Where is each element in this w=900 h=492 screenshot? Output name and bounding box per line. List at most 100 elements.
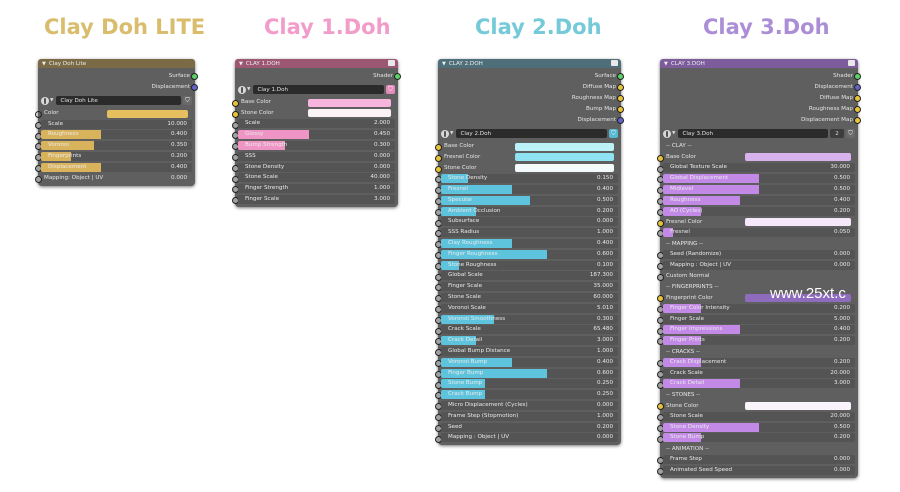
color-input-row[interactable]: Stone Color	[435, 163, 618, 174]
slider-input-row[interactable]: Midlevel 0.500	[657, 184, 855, 195]
slider-input-row[interactable]: Finger Color Intensity 0.200	[657, 303, 855, 314]
value-slider[interactable]: Roughness 0.400	[663, 195, 855, 205]
slider-input-row[interactable]: Roughness 0.400	[35, 130, 192, 141]
slider-input-row[interactable]: SSS 0.000	[232, 151, 395, 162]
value-slider[interactable]: Subsurface 0.000	[441, 217, 618, 227]
color-swatch[interactable]	[745, 218, 851, 227]
color-input-row[interactable]: Fresnel Color	[435, 152, 618, 163]
slider-input-row[interactable]: Voronoi Bump 0.400	[435, 357, 618, 368]
slider-input-row[interactable]: Mapping : Object | UV 0.000	[657, 260, 855, 271]
slider-input-row[interactable]: Crack Displacement 0.200	[657, 357, 855, 368]
value-slider[interactable]: Specular 0.500	[441, 195, 618, 205]
fake-user-shield-icon[interactable]: ⛉	[846, 129, 855, 138]
color-socket[interactable]	[657, 403, 664, 411]
value-slider[interactable]: Scale 10.000	[41, 119, 192, 129]
color-input-row[interactable]: Base Color	[657, 152, 855, 163]
input-socket[interactable]	[35, 175, 42, 183]
value-slider[interactable]: Global Texture Scale 30.000	[663, 163, 855, 173]
value-slider[interactable]: Stone Scale 40.000	[238, 173, 395, 183]
value-slider[interactable]: Midlevel 0.500	[663, 185, 855, 195]
slider-input-row[interactable]: Stone Bump 0.250	[435, 379, 618, 390]
slider-input-row[interactable]: Voronoi Scale 5.010	[435, 303, 618, 314]
value-slider[interactable]: Finger Strength 1.000	[238, 184, 395, 194]
output-socket-row[interactable]: Surface	[441, 70, 624, 81]
slider-input-row[interactable]: Finger Impressions 0.400	[657, 325, 855, 336]
value-slider[interactable]: Stone Scale 60.000	[441, 293, 618, 303]
color-socket[interactable]	[657, 154, 664, 162]
value-slider[interactable]: Stone Density 0.000	[238, 162, 395, 172]
value-slider[interactable]: Finger Roughness 0.600	[441, 249, 618, 259]
slider-input-row[interactable]: Global Scale 187.300	[435, 271, 618, 282]
slider-input-row[interactable]: Voronoi Smoothness 0.300	[435, 314, 618, 325]
slider-input-row[interactable]: Global Texture Scale 30.000	[657, 163, 855, 174]
slider-input-row[interactable]: Animated Seed Speed 0.000	[657, 465, 855, 476]
chevron-down-icon[interactable]: ▼	[50, 98, 54, 103]
slider-input-row[interactable]: Stone Density 0.150	[435, 173, 618, 184]
output-socket[interactable]	[191, 84, 198, 91]
color-input-row[interactable]: Base Color	[435, 141, 618, 152]
value-slider[interactable]: Crack Displacement 0.200	[663, 357, 855, 367]
output-socket[interactable]	[617, 84, 624, 91]
slider-input-row[interactable]: Roughness 0.400	[657, 195, 855, 206]
color-input-row[interactable]: Fresnel Color	[657, 217, 855, 228]
collapse-chevron-icon[interactable]: ▼	[664, 60, 668, 67]
color-socket[interactable]	[232, 100, 239, 107]
value-slider[interactable]: Crack Scale 20.000	[663, 368, 855, 378]
value-slider[interactable]: Fingerprints 0.200	[41, 152, 192, 162]
color-swatch[interactable]	[745, 293, 851, 302]
color-socket[interactable]	[232, 110, 239, 118]
collapse-chevron-icon[interactable]: ▼	[42, 60, 46, 67]
node-header[interactable]: ▼ CLAY 1.DOH	[235, 59, 398, 68]
value-slider[interactable]: Scale 2.000	[238, 119, 395, 129]
value-slider[interactable]: Stone Bump 0.250	[441, 379, 618, 389]
slider-input-row[interactable]: Global Bump Distance 1.000	[435, 346, 618, 357]
output-socket-row[interactable]: Displacement	[663, 81, 861, 92]
node-header[interactable]: ▼ CLAY 2.DOH	[438, 59, 621, 68]
slider-input-row[interactable]: Specular 0.500	[435, 195, 618, 206]
node-clay-2-doh[interactable]: ▼ CLAY 2.DOH Surface Diffuse Map Roughness…	[435, 59, 624, 446]
value-slider[interactable]: Mapping : Object | UV 0.000	[441, 433, 618, 443]
node-group-name-field[interactable]: Clay Doh Lite	[56, 96, 181, 105]
color-socket[interactable]	[657, 295, 664, 303]
color-swatch[interactable]	[515, 142, 614, 151]
chevron-down-icon[interactable]: ▼	[247, 87, 251, 92]
value-slider[interactable]: Global Bump Distance 1.000	[441, 347, 618, 357]
value-slider[interactable]: Frame Step 0.000	[663, 455, 855, 464]
slider-input-row[interactable]: Ambient Occlusion 0.200	[435, 206, 618, 217]
slider-input-row[interactable]: Crack Bump 0.250	[435, 389, 618, 400]
node-clay-1-doh[interactable]: ▼ CLAY 1.DOH Shader ▼ Clay 1.Doh ⛉ Base …	[232, 59, 401, 207]
color-swatch[interactable]	[308, 109, 391, 118]
node-group-selector[interactable]: ▼ Clay 3.Doh 2 ⛉	[663, 128, 855, 139]
value-slider[interactable]: Stone Bump 0.200	[663, 433, 855, 443]
value-slider[interactable]: AO (Cycles) 0.200	[663, 206, 855, 216]
value-slider[interactable]: Glossy 0.450	[238, 130, 395, 140]
value-slider[interactable]: Stone Density 0.150	[441, 174, 618, 184]
slider-input-row[interactable]: Crack Scale 65.480	[435, 325, 618, 336]
value-slider[interactable]: Finger Impressions 0.400	[663, 325, 855, 335]
output-socket-row[interactable]: Diffuse Map	[663, 92, 861, 103]
slider-input-row[interactable]: Crack Scale 20.000	[657, 368, 855, 379]
node-group-name-field[interactable]: Clay 2.Doh	[456, 129, 607, 138]
color-socket[interactable]	[435, 165, 442, 173]
value-slider[interactable]: Crack Bump 0.250	[441, 390, 618, 400]
output-socket-row[interactable]: Roughness Map	[441, 92, 624, 103]
slider-input-row[interactable]: Fingerprints 0.200	[35, 151, 192, 162]
value-slider[interactable]: Ambient Occlusion 0.200	[441, 206, 618, 216]
output-socket-row[interactable]: Shader	[238, 70, 401, 81]
value-slider[interactable]: Crack Scale 65.480	[441, 325, 618, 335]
value-slider[interactable]: Global Displacement 0.500	[663, 174, 855, 184]
value-slider[interactable]: Displacement 0.400	[41, 162, 192, 172]
color-input-row[interactable]: Fingerprint Color	[657, 292, 855, 303]
slider-input-row[interactable]: Finger Strength 1.000	[232, 183, 395, 194]
value-slider[interactable]: Voronoi Bump 0.400	[441, 357, 618, 367]
value-slider[interactable]: Frame Step (Stopmotion) 1.000	[441, 411, 618, 421]
output-socket-row[interactable]: Displacement	[441, 114, 624, 125]
value-slider[interactable]: Finger Scale 5.000	[663, 314, 855, 324]
node-clay-3-doh[interactable]: ▼ CLAY 3.DOH Shader Displacement Diffuse M…	[657, 59, 861, 478]
chevron-down-icon[interactable]: ▼	[672, 131, 676, 136]
color-swatch[interactable]	[745, 401, 851, 410]
value-slider[interactable]: Finger Prints 0.200	[663, 336, 855, 346]
slider-input-row[interactable]: Finger Prints 0.200	[657, 335, 855, 346]
node-group-name-field[interactable]: Clay 1.Doh	[253, 85, 384, 94]
value-slider[interactable]: Finger Bump 0.600	[441, 368, 618, 378]
